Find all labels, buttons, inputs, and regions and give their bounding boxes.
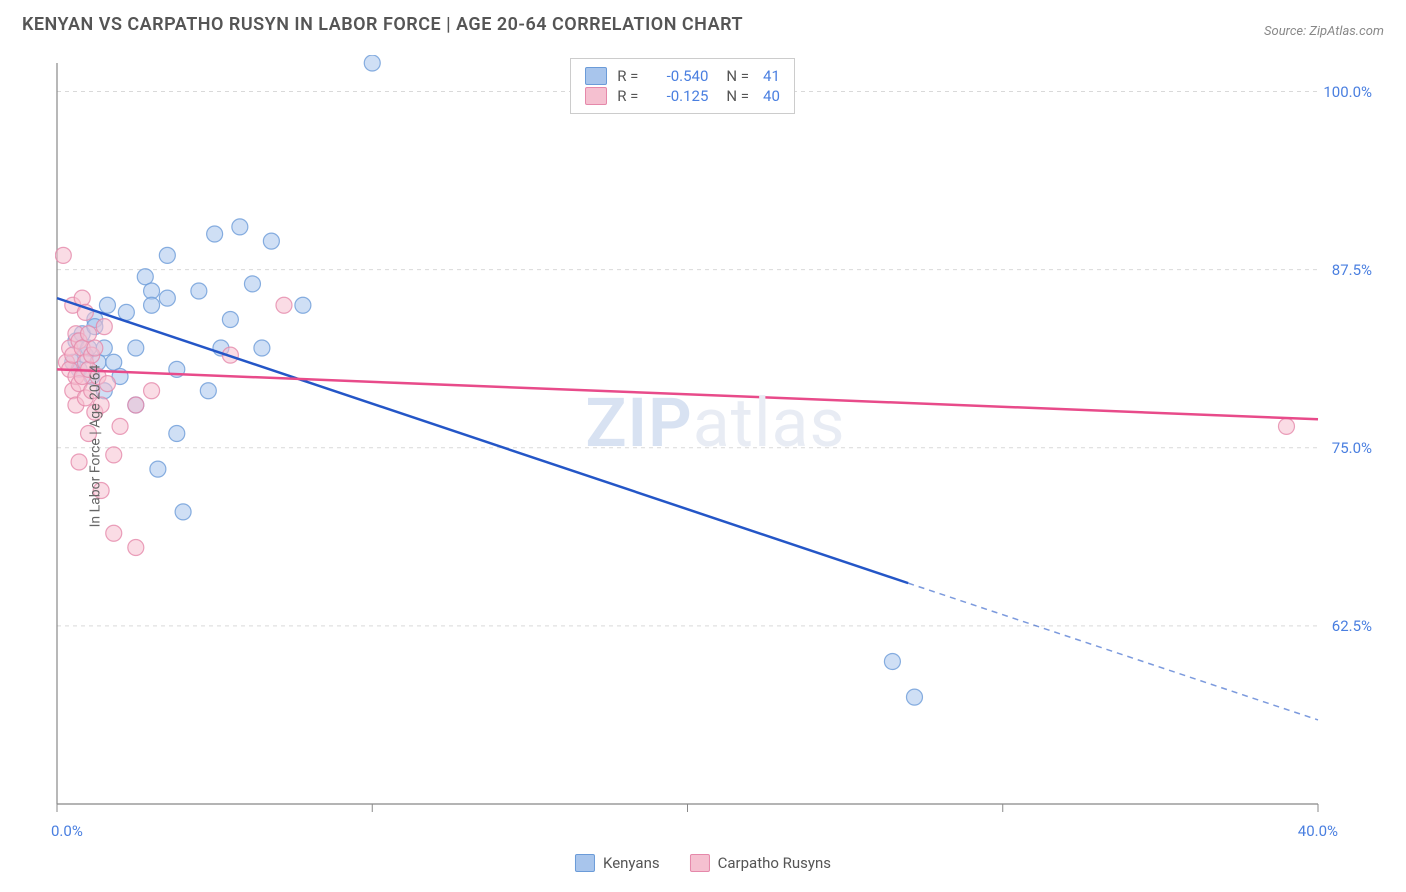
source-attribution: Source: ZipAtlas.com [1264, 24, 1384, 39]
legend: Kenyans Carpatho Rusyns [575, 854, 831, 872]
legend-label-carpatho: Carpatho Rusyns [718, 854, 831, 872]
legend-item-carpatho: Carpatho Rusyns [690, 854, 831, 872]
y-axis-label: In Labor Force | Age 20-64 [87, 365, 103, 528]
chart-plot-area: ZIPatlas R = -0.540 N = 41 R = -0.125 N … [55, 55, 1376, 822]
x-tick-label: 40.0% [1298, 822, 1338, 840]
chart-title: KENYAN VS CARPATHO RUSYN IN LABOR FORCE … [22, 14, 743, 35]
swatch-kenyans [585, 67, 607, 85]
correlation-stats-box: R = -0.540 N = 41 R = -0.125 N = 40 [570, 58, 795, 114]
stats-row-carpatho: R = -0.125 N = 40 [585, 87, 780, 105]
legend-item-kenyans: Kenyans [575, 854, 660, 872]
legend-swatch-kenyans [575, 854, 595, 872]
x-tick-label: 0.0% [51, 822, 83, 840]
stats-row-kenyans: R = -0.540 N = 41 [585, 67, 780, 85]
y-tick-label: 100.0% [1323, 83, 1372, 101]
y-tick-label: 87.5% [1332, 261, 1372, 279]
chart-svg [55, 55, 1376, 822]
y-tick-label: 62.5% [1332, 617, 1372, 635]
legend-swatch-carpatho [690, 854, 710, 872]
y-tick-label: 75.0% [1332, 439, 1372, 457]
swatch-carpatho [585, 87, 607, 105]
legend-label-kenyans: Kenyans [603, 854, 660, 872]
